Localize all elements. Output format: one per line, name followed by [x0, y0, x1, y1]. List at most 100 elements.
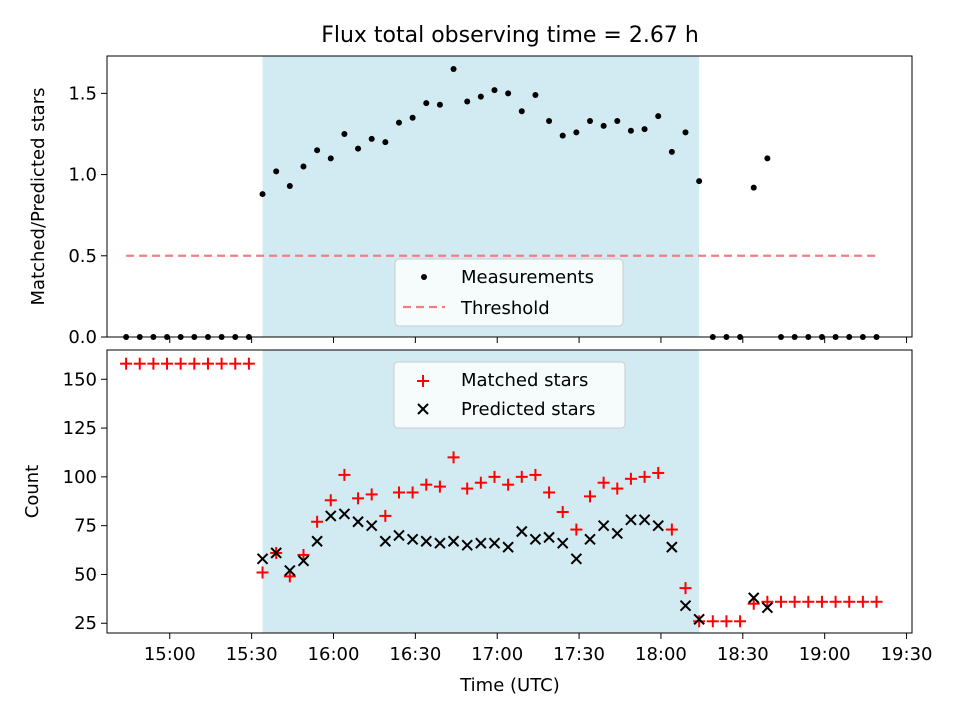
predicted-star-point [625, 514, 637, 526]
matched-star-point [652, 466, 665, 479]
measurement-point [382, 139, 389, 146]
matched-star-point [352, 492, 365, 505]
measurement-point [614, 117, 621, 124]
matched-star-point [747, 597, 760, 610]
measurement-point [423, 100, 430, 107]
predicted-star-point [597, 519, 610, 532]
y-tick-label: 125 [63, 418, 97, 439]
matched-star-point [133, 357, 146, 370]
measurement-point [395, 119, 402, 126]
matched-star-point [502, 478, 515, 491]
y-tick-label: 1.0 [68, 165, 97, 186]
predicted-star-point [570, 553, 583, 565]
bottom-y-axis-label: Count [22, 465, 43, 518]
measurement-point [286, 182, 293, 189]
measurement-point [409, 114, 416, 121]
bottom-legend-box [393, 361, 626, 429]
matched-star-point [120, 357, 133, 370]
predicted-star-point [475, 537, 487, 549]
bottom-legend: Matched stars Predicted stars [393, 361, 626, 429]
matched-star-point [611, 482, 624, 495]
top-y-axis-label: Matched/Predicted stars [28, 88, 49, 306]
x-tick-label: 16:30 [389, 644, 441, 665]
measurement-point [627, 127, 634, 134]
predicted-star-point [393, 529, 405, 542]
measurement-point [587, 117, 593, 124]
legend-predicted-label: Predicted stars [461, 399, 595, 420]
legend-predicted-marker [417, 403, 429, 415]
matched-star-point [856, 595, 869, 608]
matched-star-point [693, 615, 706, 628]
matched-star-point [174, 357, 187, 370]
measurement-point [491, 87, 498, 94]
y-tick-label: 50 [74, 564, 97, 585]
matched-star-point [734, 615, 747, 628]
measurement-point [436, 101, 443, 108]
legend-threshold-label: Threshold [460, 298, 550, 319]
matched-star-point [720, 615, 733, 628]
measurement-point [600, 122, 607, 129]
matched-star-point [474, 476, 487, 489]
y-tick-label: 75 [74, 516, 97, 537]
measurement-point [750, 184, 757, 191]
measurement-point [573, 129, 580, 136]
y-tick-label: 25 [74, 613, 97, 634]
chart-title: Flux total observing time = 2.67 h [321, 23, 699, 48]
top-plot-frame [106, 55, 913, 338]
predicted-star-point [761, 601, 774, 614]
matched-star-point [201, 357, 214, 370]
x-axis-label: Time (UTC) [459, 675, 560, 696]
predicted-star-point [365, 519, 378, 532]
x-tick-label: 19:00 [799, 644, 851, 665]
predicted-star-point [352, 516, 364, 528]
matched-star-point [529, 468, 542, 481]
y-tick-label: 150 [63, 369, 97, 390]
predicted-star-point [543, 531, 555, 544]
matched-star-point [420, 478, 433, 491]
y-tick-label: 0.5 [68, 246, 97, 267]
matched-star-point [665, 523, 678, 536]
matched-star-point [488, 470, 501, 483]
y-tick-label: 100 [63, 467, 97, 488]
matched-star-point [433, 480, 446, 493]
measurement-point [259, 191, 266, 198]
matched-star-point [597, 476, 610, 489]
measurement-point [341, 130, 348, 137]
matched-star-point [147, 357, 160, 370]
predicted-star-point [679, 599, 692, 612]
predicted-stars-points [256, 508, 774, 626]
predicted-star-point [338, 508, 351, 520]
y-tick-label: 0.0 [68, 327, 97, 348]
measurement-point [641, 126, 648, 133]
measurement-point [518, 108, 525, 115]
x-tick-label: 15:30 [226, 644, 278, 665]
measurement-point [368, 135, 375, 142]
predicted-star-point [516, 525, 528, 538]
measurement-point [477, 93, 484, 100]
matched-star-point [515, 470, 528, 483]
predicted-star-point [488, 537, 501, 549]
predicted-star-point [297, 555, 310, 567]
x-tick-label: 17:30 [553, 644, 605, 665]
measurement-point [314, 147, 321, 154]
top-legend-box [394, 258, 624, 327]
matched-star-point [256, 566, 269, 579]
matched-star-point [802, 595, 815, 608]
matched-star-point [392, 486, 405, 499]
x-tick-label: 15:00 [144, 644, 196, 665]
legend-measurements-label: Measurements [461, 267, 594, 288]
measurement-point [668, 148, 675, 155]
matched-star-point [584, 490, 596, 503]
matched-star-point [297, 548, 310, 561]
top-x-axis-ticks [169, 337, 908, 343]
x-tick-label: 18:00 [635, 644, 687, 665]
predicted-star-point [420, 535, 432, 547]
matched-star-point [624, 472, 637, 485]
bottom-y-axis-ticks: 25 50 75 100 125 150 [63, 369, 107, 634]
predicted-star-point [611, 527, 623, 540]
x-tick-label: 18:30 [717, 644, 769, 665]
matched-star-point [447, 451, 460, 464]
matched-star-point [815, 595, 828, 608]
predicted-star-point [584, 533, 596, 546]
predicted-star-point [256, 553, 269, 565]
